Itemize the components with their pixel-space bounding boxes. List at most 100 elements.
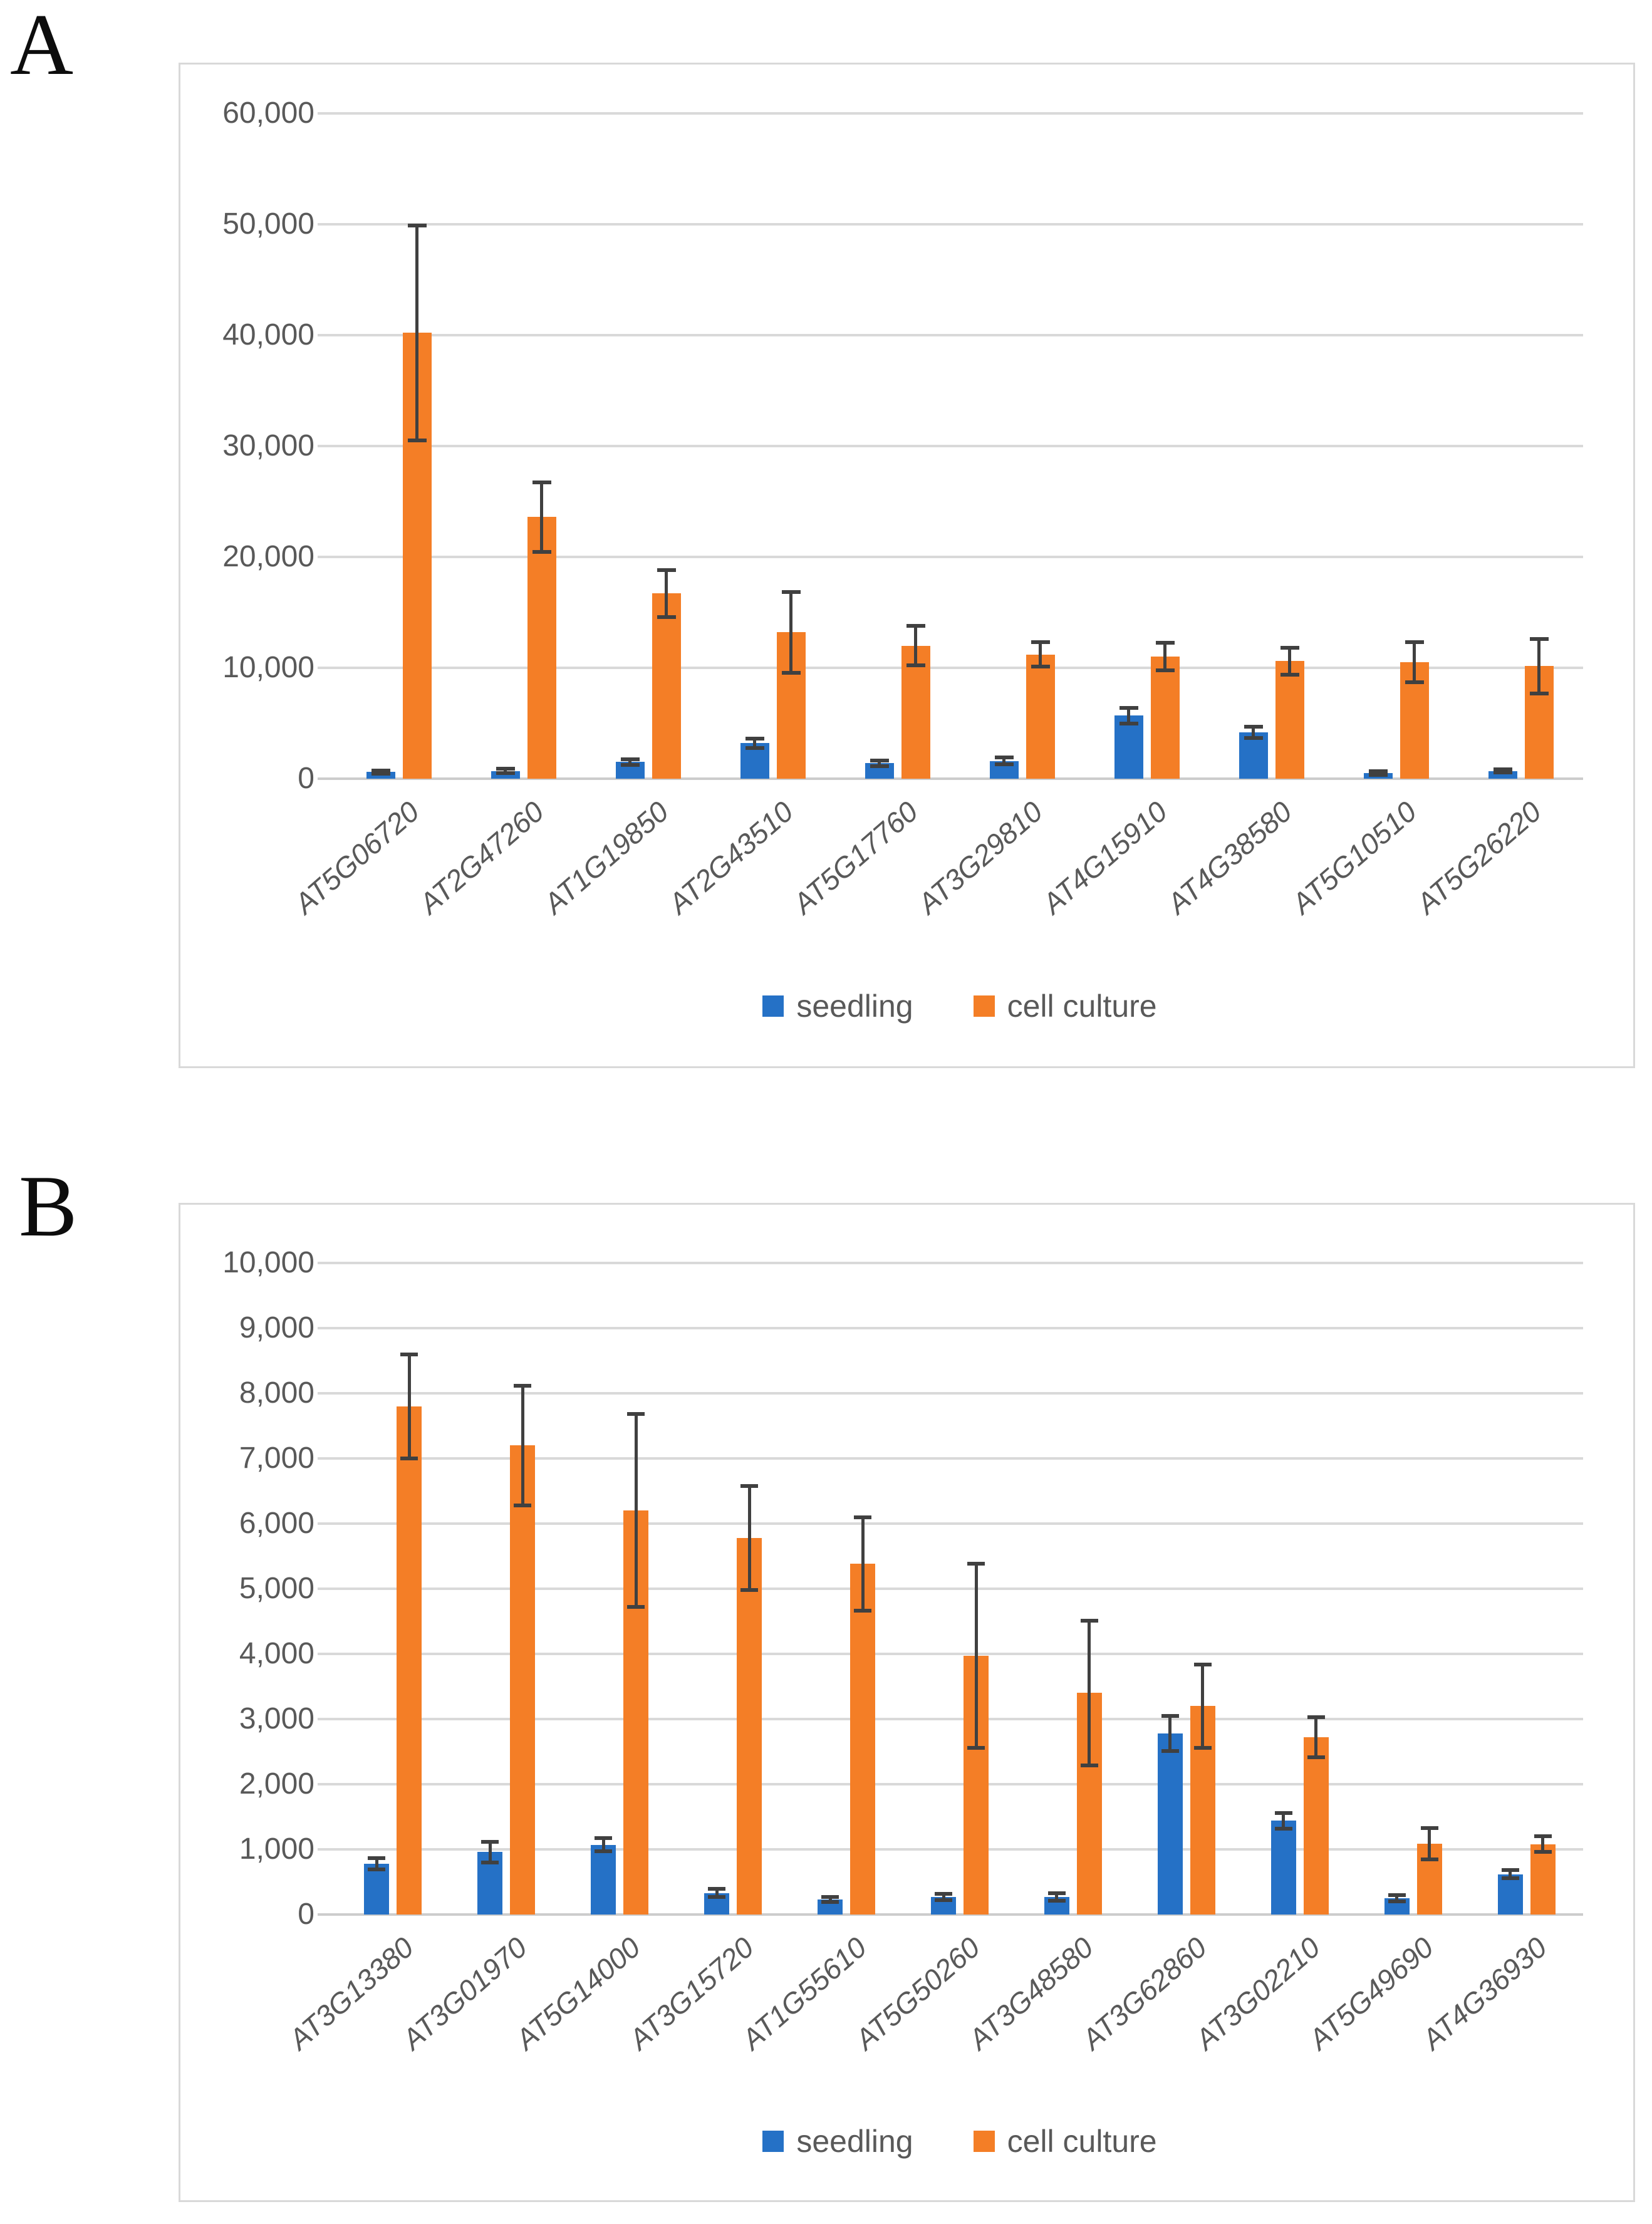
error-bar-cap-top xyxy=(1501,1868,1519,1873)
error-bar-line xyxy=(914,625,917,666)
bar-cell_culture-AT4G15910 xyxy=(1150,657,1180,779)
y-axis-tick-label: 30,000 xyxy=(222,429,314,462)
x-axis-category-label: AT3G29810 xyxy=(911,794,1049,920)
bar-cell_culture-AT3G15720 xyxy=(737,1537,762,1915)
error-bar-cap-top xyxy=(935,1891,952,1896)
error-bar-cap-bottom xyxy=(1307,1755,1325,1760)
x-axis-category-label: AT5G14000 xyxy=(509,1930,647,2056)
error-bar-cap-bottom xyxy=(708,1894,726,1899)
bar-seedling-AT3G62860 xyxy=(1157,1733,1183,1915)
error-bar-cap-bottom xyxy=(627,1605,645,1609)
legend-entry-cell-culture: cell culture xyxy=(973,2124,1157,2159)
error-bar-cap-top xyxy=(1405,640,1424,645)
x-axis-category-label: AT5G10510 xyxy=(1285,794,1423,920)
error-bar-line xyxy=(1168,1715,1172,1751)
gridline xyxy=(318,1522,1583,1525)
x-axis-category-label: AT4G36930 xyxy=(1415,1930,1553,2056)
error-bar-cap-top xyxy=(1388,1893,1406,1897)
error-bar-line xyxy=(415,225,418,441)
error-bar-line xyxy=(1395,1894,1399,1902)
bar-seedling-AT4G36930 xyxy=(1497,1874,1523,1915)
y-axis-tick-label: 1,000 xyxy=(239,1832,314,1866)
error-bar-line xyxy=(1127,707,1130,724)
bar-cell_culture-AT3G02210 xyxy=(1303,1737,1329,1915)
y-axis-tick-label: 4,000 xyxy=(239,1637,314,1670)
error-bar-cap-bottom xyxy=(1420,1857,1438,1861)
error-bar-cap-bottom xyxy=(514,1503,532,1507)
error-bar-line xyxy=(828,1896,832,1903)
gridline xyxy=(318,1262,1583,1264)
error-bar-cap-top xyxy=(994,756,1014,760)
error-bar-cap-top xyxy=(1031,640,1050,645)
chart-legend: seedling cell culture xyxy=(336,2126,1583,2157)
error-bar-cap-top xyxy=(620,757,640,762)
y-axis-tick-label: 20,000 xyxy=(222,540,314,573)
error-bar-cap-bottom xyxy=(368,1868,386,1872)
x-axis-category-label: AT5G49690 xyxy=(1302,1930,1440,2056)
error-bar-cap-bottom xyxy=(1193,1745,1212,1750)
x-axis-line xyxy=(318,777,1583,780)
error-bar-line xyxy=(634,1414,638,1608)
y-axis-tick-label: 60,000 xyxy=(222,96,314,130)
error-bar-cap-top xyxy=(1047,1891,1066,1895)
legend-label-cell-culture: cell culture xyxy=(1007,989,1157,1024)
error-bar-cap-top xyxy=(821,1894,839,1899)
gridline xyxy=(318,1848,1583,1851)
gridline xyxy=(318,1718,1583,1720)
error-bar-cap-bottom xyxy=(1388,1899,1406,1904)
error-bar-cap-top xyxy=(906,623,925,628)
error-bar-cap-bottom xyxy=(994,762,1014,766)
x-axis-category-label: AT5G50260 xyxy=(849,1930,987,2056)
error-bar-cap-bottom xyxy=(1534,1850,1552,1854)
bar-cell_culture-AT5G17760 xyxy=(901,645,930,779)
x-axis-category-label: AT1G19850 xyxy=(537,794,675,920)
error-bar-line xyxy=(747,1485,751,1591)
y-axis-tick-label: 0 xyxy=(298,762,314,795)
error-bar-line xyxy=(1509,1870,1512,1878)
error-bar-cap-bottom xyxy=(1080,1763,1098,1767)
gridline xyxy=(318,1392,1583,1395)
error-bar-cap-bottom xyxy=(1368,772,1388,777)
x-axis-category-label: AT4G15910 xyxy=(1036,794,1173,920)
legend-label-cell-culture: cell culture xyxy=(1007,2124,1157,2159)
error-bar-cap-top xyxy=(708,1887,726,1891)
error-bar-cap-top xyxy=(1368,769,1388,774)
error-bar-cap-top xyxy=(627,1412,645,1416)
error-bar-line xyxy=(665,570,668,617)
error-bar-line xyxy=(1201,1664,1205,1748)
error-bar-cap-bottom xyxy=(1031,665,1050,669)
x-axis-category-label: AT2G43510 xyxy=(662,794,799,920)
error-bar-line xyxy=(1288,648,1291,675)
error-bar-cap-top xyxy=(967,1562,985,1566)
error-bar-cap-top xyxy=(657,568,676,573)
error-bar-cap-top xyxy=(740,1484,759,1488)
error-bar-cap-bottom xyxy=(1493,771,1512,775)
bar-cell_culture-AT1G19850 xyxy=(652,593,681,779)
error-bar-cap-top xyxy=(1080,1618,1098,1623)
bar-seedling-AT4G38580 xyxy=(1239,732,1268,779)
error-bar-cap-top xyxy=(481,1839,499,1844)
error-bar-cap-bottom xyxy=(657,615,676,619)
x-axis-category-label: AT3G02210 xyxy=(1189,1930,1326,2056)
error-bar-cap-top xyxy=(870,758,889,762)
error-bar-cap-bottom xyxy=(1161,1749,1179,1753)
bar-cell_culture-AT4G38580 xyxy=(1275,661,1304,779)
error-bar-cap-bottom xyxy=(1274,1826,1292,1831)
error-bar-cap-top xyxy=(1274,1811,1292,1815)
error-bar-line xyxy=(1537,638,1540,694)
error-bar-line xyxy=(942,1893,945,1901)
error-bar-cap-bottom xyxy=(740,1588,759,1593)
bar-seedling-AT3G02210 xyxy=(1270,1821,1296,1915)
y-axis-tick-label: 5,000 xyxy=(239,1572,314,1605)
error-bar-cap-top xyxy=(532,480,551,484)
gridline xyxy=(318,1327,1583,1329)
error-bar-line xyxy=(753,738,756,748)
error-bar-line xyxy=(1163,643,1166,671)
gridline xyxy=(318,1587,1583,1590)
x-axis-category-label: AT5G26220 xyxy=(1410,794,1547,920)
legend-swatch-cell-culture-icon xyxy=(973,2131,995,2152)
bar-seedling-AT4G15910 xyxy=(1114,715,1143,779)
legend-swatch-cell-culture-icon xyxy=(973,995,995,1017)
bar-seedling-AT5G14000 xyxy=(591,1844,616,1915)
